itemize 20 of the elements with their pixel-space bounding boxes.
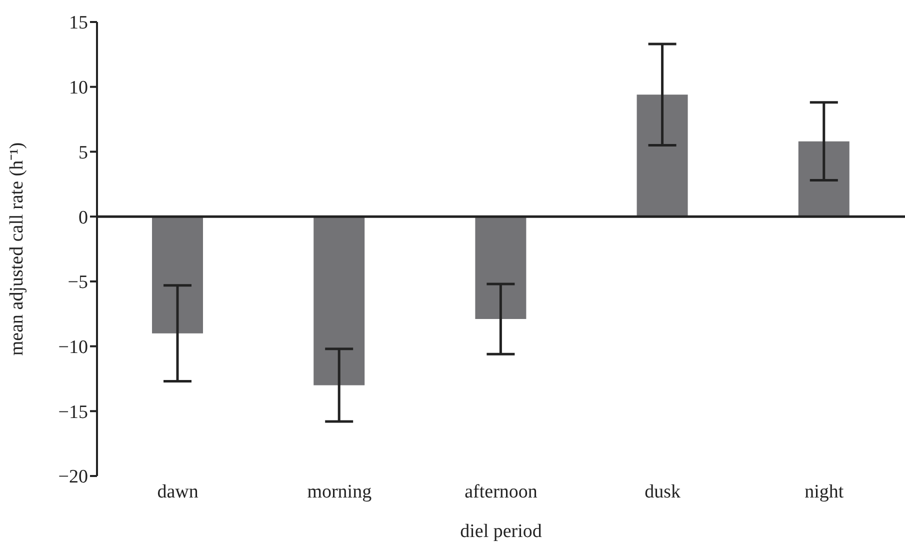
y-tick-label: −20	[58, 466, 88, 488]
y-tick-label: −15	[58, 402, 88, 423]
y-tick-label: 0	[78, 207, 88, 228]
bar	[152, 216, 203, 334]
y-axis-title: mean adjusted call rate (h⁻¹)	[6, 142, 28, 356]
x-axis-title: diel period	[460, 521, 542, 542]
bar	[475, 216, 526, 320]
y-tick-label: 15	[69, 12, 88, 34]
x-tick-label: night	[804, 481, 844, 502]
y-tick-label: 5	[78, 142, 88, 164]
y-tick-label: −5	[68, 272, 88, 294]
y-tick-label: −10	[58, 337, 88, 358]
bar	[636, 94, 688, 217]
x-tick-label: dusk	[644, 481, 682, 502]
y-tick-label: 10	[69, 78, 88, 99]
x-tick-label: morning	[307, 481, 372, 502]
x-tick-label: afternoon	[464, 481, 538, 502]
x-tick-label: dawn	[157, 481, 199, 502]
bar	[314, 216, 365, 386]
bar	[798, 141, 850, 217]
